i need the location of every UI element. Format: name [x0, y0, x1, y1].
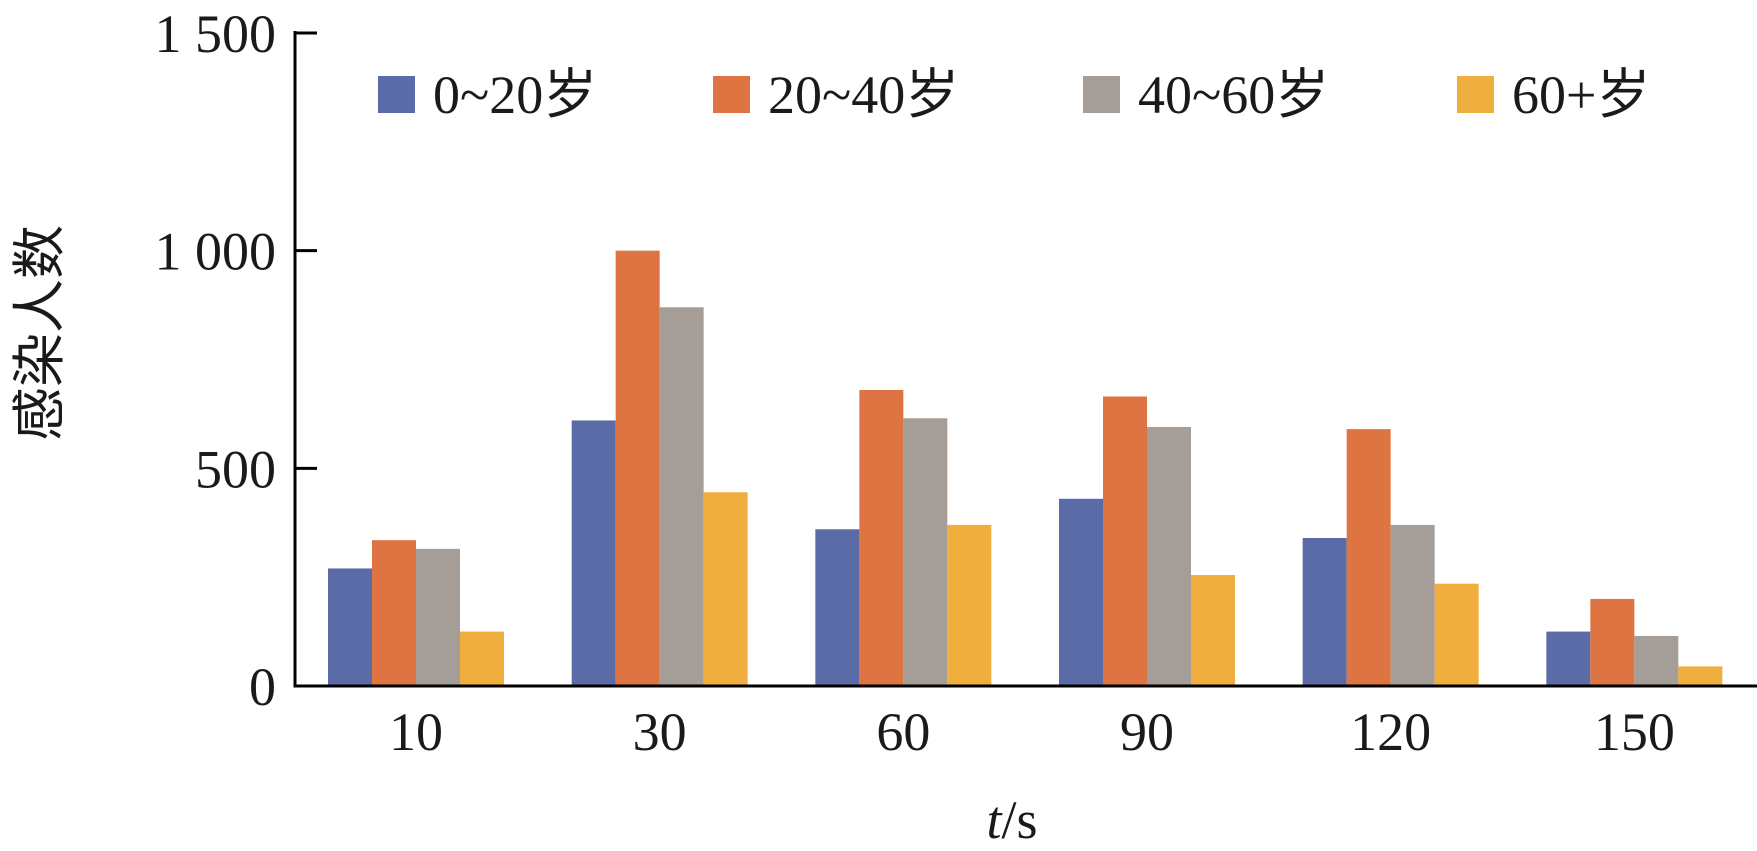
- x-tick-label-120: 120: [1350, 702, 1431, 762]
- y-tick-label-0: 0: [249, 657, 276, 717]
- bar-2-150: [1590, 599, 1634, 686]
- bar-1-10: [328, 568, 372, 686]
- legend-swatch-3: [1083, 76, 1120, 113]
- legend-label-2: 20~40岁: [768, 65, 959, 125]
- legend-swatch-2: [713, 76, 750, 113]
- bar-3-30: [660, 307, 704, 686]
- bar-3-120: [1391, 525, 1435, 686]
- bar-2-10: [372, 540, 416, 686]
- legend-swatch-4: [1457, 76, 1494, 113]
- legend: 0~20岁 20~40岁 40~60岁 60+岁: [378, 65, 1650, 125]
- x-tick-label-30: 30: [633, 702, 687, 762]
- bar-4-60: [947, 525, 991, 686]
- legend-label-4: 60+岁: [1512, 65, 1650, 125]
- x-tick-label-150: 150: [1594, 702, 1675, 762]
- bar-1-60: [815, 529, 859, 686]
- bar-1-120: [1303, 538, 1347, 686]
- bar-1-90: [1059, 499, 1103, 686]
- y-tick-label-1500: 1 500: [155, 4, 277, 64]
- bar-3-10: [416, 549, 460, 686]
- x-tick-label-10: 10: [389, 702, 443, 762]
- x-axis-title: t/s: [986, 790, 1037, 846]
- legend-label-3: 40~60岁: [1138, 65, 1329, 125]
- bar-4-120: [1435, 584, 1479, 686]
- bar-3-150: [1634, 636, 1678, 686]
- legend-label-1: 0~20岁: [433, 65, 597, 125]
- x-tick-label-60: 60: [876, 702, 930, 762]
- bar-1-150: [1546, 632, 1590, 686]
- bar-2-90: [1103, 397, 1147, 686]
- bar-4-10: [460, 632, 504, 686]
- bar-3-90: [1147, 427, 1191, 686]
- bar-2-30: [616, 251, 660, 686]
- y-tick-label-1000: 1 000: [155, 222, 277, 282]
- x-axis-title-unit: /s: [1001, 790, 1037, 846]
- bar-2-120: [1347, 429, 1391, 686]
- bar-4-30: [704, 492, 748, 686]
- x-tick-label-90: 90: [1120, 702, 1174, 762]
- bar-3-60: [903, 418, 947, 686]
- y-axis-title: 感染人数: [10, 225, 70, 441]
- legend-swatch-1: [378, 76, 415, 113]
- bar-2-60: [859, 390, 903, 686]
- bar-1-30: [572, 420, 616, 686]
- y-tick-label-500: 500: [195, 439, 276, 499]
- bar-4-90: [1191, 575, 1235, 686]
- bar-4-150: [1678, 666, 1722, 686]
- bars-layer: [328, 251, 1722, 686]
